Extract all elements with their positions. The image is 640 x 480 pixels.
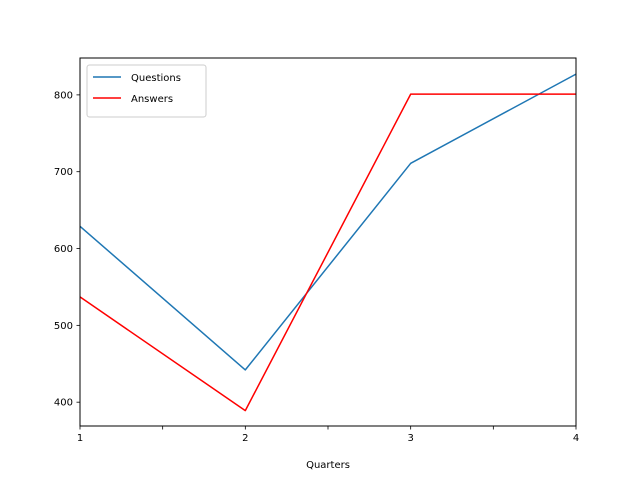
x-axis-label: Quarters (306, 460, 350, 471)
x-axis: 1 2 3 4 (77, 426, 579, 444)
series-line-answers (79, 93, 576, 412)
x-tick-label: 1 (77, 433, 83, 444)
series-layer (79, 73, 577, 412)
x-tick-label: 3 (407, 433, 413, 444)
y-tick-label: 400 (54, 398, 73, 409)
legend-label: Answers (131, 94, 173, 105)
y-tick-label: 800 (54, 90, 73, 101)
y-tick-label: 700 (54, 167, 73, 178)
x-tick-label: 2 (242, 433, 248, 444)
legend-box (86, 64, 207, 118)
y-tick-label: 600 (54, 244, 73, 255)
x-tick-label: 4 (573, 433, 579, 444)
series-line-questions (79, 73, 577, 371)
legend-label: Questions (131, 73, 181, 84)
y-axis: 400 500 600 700 800 (54, 90, 80, 409)
legend: Questions Answers (86, 64, 207, 118)
y-tick-label: 500 (54, 321, 73, 332)
